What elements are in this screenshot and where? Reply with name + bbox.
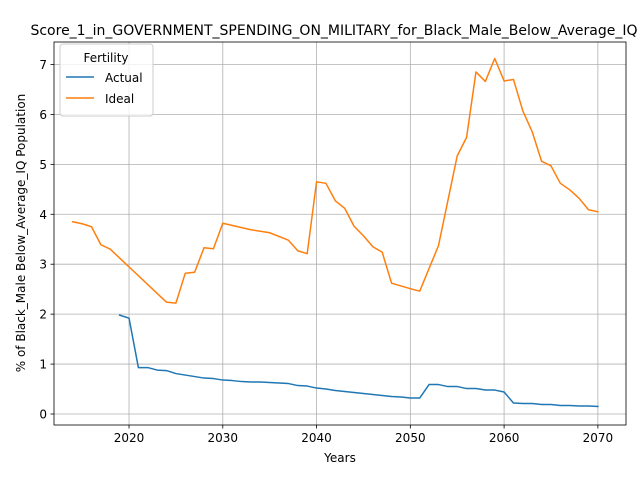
series-line-ideal bbox=[71, 57, 599, 304]
x-tick-label: 2050 bbox=[395, 431, 426, 445]
y-tick-label: 4 bbox=[39, 208, 47, 222]
x-tick-label: 2020 bbox=[114, 431, 145, 445]
legend-label-actual: Actual bbox=[105, 71, 143, 85]
y-tick-label: 7 bbox=[39, 58, 47, 72]
y-tick-label: 2 bbox=[39, 308, 47, 322]
x-tick-label: 2070 bbox=[583, 431, 614, 445]
x-axis-label: Years bbox=[323, 451, 356, 465]
plot-area-frame bbox=[53, 41, 627, 426]
x-tick-label: 2060 bbox=[489, 431, 520, 445]
y-tick-label: 6 bbox=[39, 108, 47, 122]
legend: Fertility Actual Ideal bbox=[59, 43, 154, 117]
x-tick-label: 2030 bbox=[208, 431, 239, 445]
y-tick-label: 5 bbox=[39, 158, 47, 172]
y-tick-label: 3 bbox=[39, 258, 47, 272]
y-tick-label: 1 bbox=[39, 358, 47, 372]
series-line-actual bbox=[118, 314, 599, 408]
x-axis-ticks: 2020 2030 2040 2050 2060 2070 bbox=[114, 425, 613, 445]
x-tick-label: 2040 bbox=[301, 431, 332, 445]
chart-title: Score_1_in_GOVERNMENT_SPENDING_ON_MILITA… bbox=[30, 23, 637, 39]
grid bbox=[54, 42, 626, 425]
y-axis-label: % of Black_Male Below_Average_IQ Populat… bbox=[14, 94, 28, 373]
legend-title: Fertility bbox=[83, 51, 128, 65]
y-tick-label: 0 bbox=[39, 408, 47, 422]
y-axis-ticks: 0 1 2 3 4 5 6 7 bbox=[39, 58, 54, 422]
legend-label-ideal: Ideal bbox=[105, 92, 134, 106]
series-lines bbox=[71, 57, 599, 408]
